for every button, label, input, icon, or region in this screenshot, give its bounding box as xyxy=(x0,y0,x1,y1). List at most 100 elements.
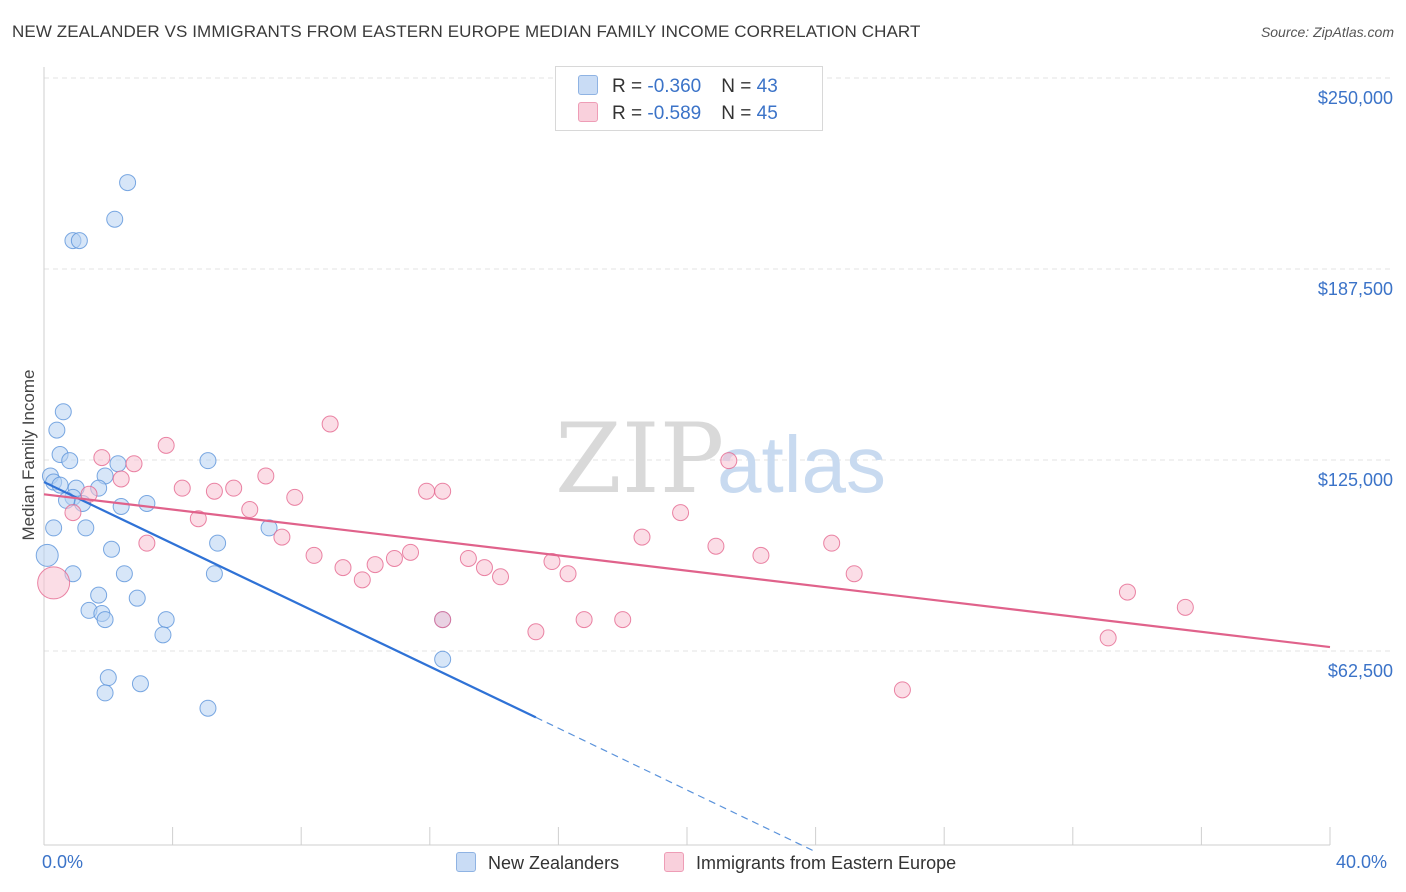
data-point xyxy=(93,449,111,467)
data-point xyxy=(112,470,130,488)
data-point xyxy=(575,611,593,629)
axes xyxy=(43,67,1331,846)
data-point xyxy=(138,534,156,552)
r-value: -0.360 xyxy=(647,76,702,97)
r-value: -0.589 xyxy=(647,103,702,124)
data-point xyxy=(402,543,420,561)
data-point xyxy=(672,504,690,522)
watermark: ZIP atlas xyxy=(555,403,886,515)
data-point xyxy=(845,565,863,583)
data-point xyxy=(475,559,493,577)
chart-title: NEW ZEALANDER VS IMMIGRANTS FROM EASTERN… xyxy=(12,22,921,41)
gridlines xyxy=(44,77,1394,652)
y-axis-labels: $62,500 $125,000 $187,500 $250,000 xyxy=(1318,88,1393,681)
data-point xyxy=(103,540,121,558)
data-point xyxy=(366,556,384,574)
legend-swatch-blue xyxy=(578,75,598,95)
y-tick-label: $62,500 xyxy=(1328,661,1393,681)
data-point xyxy=(260,519,278,537)
data-point xyxy=(707,537,725,555)
n-label: N = xyxy=(721,103,757,124)
data-point xyxy=(257,467,275,485)
legend-label: Immigrants from Eastern Europe xyxy=(696,853,957,873)
data-point xyxy=(157,611,175,629)
data-point xyxy=(131,675,149,693)
data-point xyxy=(286,488,304,506)
data-point xyxy=(633,528,651,546)
series-eastern-europe xyxy=(37,415,1194,699)
y-tick-label: $187,500 xyxy=(1318,279,1393,299)
data-point xyxy=(64,504,82,522)
data-point xyxy=(334,559,352,577)
data-point xyxy=(385,549,403,567)
watermark-zip: ZIP xyxy=(555,403,724,515)
legend-item-eastern-europe: Immigrants from Eastern Europe xyxy=(664,852,956,874)
data-point xyxy=(35,543,59,567)
data-point xyxy=(752,546,770,564)
data-point xyxy=(241,501,259,519)
data-point xyxy=(128,589,146,607)
chart-source: Source: ZipAtlas.com xyxy=(1260,24,1394,40)
stats-row-eastern-europe: R = -0.589 N = 45 xyxy=(578,102,778,128)
data-point xyxy=(112,498,130,516)
data-point xyxy=(434,482,452,500)
legend-item-new-zealanders: New Zealanders xyxy=(456,852,619,874)
data-point xyxy=(614,611,632,629)
data-point xyxy=(527,623,545,641)
data-point xyxy=(543,553,561,571)
data-point xyxy=(96,684,114,702)
data-point xyxy=(1176,598,1194,616)
data-point xyxy=(45,519,63,537)
trend-line-new-zealanders xyxy=(43,481,537,719)
x-axis-max-label: 40.0% xyxy=(1336,852,1388,872)
data-point xyxy=(492,568,510,586)
data-point xyxy=(189,510,207,528)
data-point xyxy=(559,565,577,583)
trend-line-new-zealanders-extension xyxy=(535,716,816,853)
data-point xyxy=(434,611,452,629)
data-point xyxy=(353,571,371,589)
data-point xyxy=(199,699,217,717)
data-point xyxy=(115,565,133,583)
data-point xyxy=(173,479,191,497)
stats-legend: R = -0.360 N = 43 R = -0.589 N = 45 xyxy=(555,66,823,131)
data-point xyxy=(273,528,291,546)
y-tick-label: $125,000 xyxy=(1318,470,1393,490)
x-axis-min-label: 0.0% xyxy=(42,852,84,872)
data-point xyxy=(77,519,95,537)
r-label: R = xyxy=(612,103,648,124)
data-point xyxy=(434,650,452,668)
n-value: 45 xyxy=(756,103,778,124)
data-point xyxy=(99,669,117,687)
legend-swatch-pink xyxy=(664,852,684,872)
data-point xyxy=(48,421,66,439)
data-point xyxy=(418,482,436,500)
data-point xyxy=(119,174,137,192)
data-point xyxy=(54,403,72,421)
data-point xyxy=(321,415,339,433)
data-point xyxy=(720,452,738,470)
data-point xyxy=(1099,629,1117,647)
trend-lines xyxy=(43,481,1331,853)
data-point xyxy=(96,611,114,629)
watermark-atlas: atlas xyxy=(717,420,886,509)
data-point xyxy=(209,534,227,552)
data-point xyxy=(199,452,217,470)
stats-row-new-zealanders: R = -0.360 N = 43 xyxy=(578,75,778,101)
series-new-zealanders xyxy=(35,174,452,717)
n-label: N = xyxy=(721,76,757,97)
r-label: R = xyxy=(612,76,648,97)
data-point xyxy=(37,566,71,600)
data-point xyxy=(90,586,108,604)
legend-swatch-blue xyxy=(456,852,476,872)
data-point xyxy=(109,455,127,473)
legend-swatch-pink xyxy=(578,102,598,122)
data-point xyxy=(154,626,172,644)
data-point xyxy=(106,210,124,228)
data-point xyxy=(459,549,477,567)
data-point xyxy=(225,479,243,497)
y-tick-label: $250,000 xyxy=(1318,88,1393,108)
data-point xyxy=(893,681,911,699)
legend-label: New Zealanders xyxy=(488,853,620,873)
